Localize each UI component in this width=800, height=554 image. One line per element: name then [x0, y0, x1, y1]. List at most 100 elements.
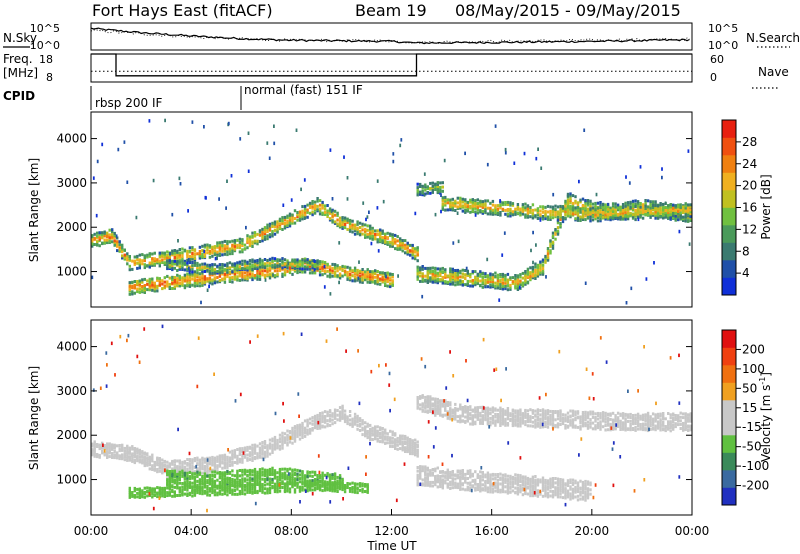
velocity-cell	[401, 446, 404, 450]
power-cell	[391, 239, 394, 242]
power-cell	[261, 232, 264, 236]
power-cell	[369, 270, 372, 274]
velocity-cell	[303, 481, 307, 485]
velocity-cell	[263, 450, 267, 454]
velocity-cell	[353, 412, 357, 416]
velocity-cell	[223, 487, 227, 491]
velocity-cell	[241, 449, 244, 453]
velocity-cell	[238, 474, 242, 478]
power-cell	[251, 231, 254, 235]
velocity-cell	[441, 486, 444, 490]
power-cell	[336, 211, 339, 215]
velocity-cell	[283, 467, 287, 471]
velocity-cell	[218, 486, 222, 490]
velocity-cell	[188, 469, 192, 473]
power-cell	[677, 207, 680, 211]
velocity-cell	[321, 417, 324, 421]
power-cell	[293, 269, 297, 273]
velocity-cell	[273, 475, 277, 479]
velocity-cell	[446, 477, 449, 481]
power-cell	[273, 265, 277, 269]
power-cell	[178, 282, 181, 285]
power-cell	[186, 258, 189, 262]
power-cell	[288, 212, 292, 216]
velocity-cell	[291, 475, 294, 478]
velocity-cell	[308, 470, 312, 474]
power-cell	[103, 230, 106, 234]
power-cell	[358, 269, 362, 273]
velocity-cell	[369, 435, 372, 439]
power-cell	[471, 206, 474, 210]
velocity-cell	[173, 492, 176, 496]
power-cell	[233, 274, 237, 278]
velocity-cell	[286, 487, 289, 491]
velocity-cell	[228, 484, 232, 487]
velocity-cell	[336, 483, 339, 487]
power-cell	[228, 249, 232, 253]
velocity-cell	[206, 493, 209, 497]
power-cell	[501, 201, 505, 205]
velocity-cell	[236, 461, 239, 465]
power-cell	[206, 248, 209, 252]
velocity-cell	[461, 471, 464, 475]
power-cell	[231, 262, 234, 266]
power-noise-cell	[423, 172, 426, 176]
power-cell	[564, 199, 567, 203]
power-cell	[311, 268, 314, 272]
velocity-cell	[226, 478, 229, 482]
power-cell	[384, 240, 387, 244]
velocity-cell	[404, 440, 407, 444]
power-cell	[451, 203, 454, 207]
velocity-cell	[231, 483, 234, 487]
power-cell	[168, 255, 171, 259]
power-cell	[273, 274, 277, 278]
velocity-cell	[481, 483, 484, 487]
power-noise-cell	[330, 209, 333, 214]
velocity-cell	[143, 455, 146, 459]
velocity-cell	[341, 413, 344, 417]
power-cell	[391, 279, 394, 283]
velocity-cell	[93, 444, 96, 447]
velocity-cell	[211, 489, 214, 493]
power-cell	[168, 265, 171, 269]
power-cell	[248, 244, 252, 248]
velocity-cell	[203, 477, 207, 481]
power-cell	[163, 263, 166, 266]
power-cell	[271, 221, 274, 225]
velocity-cell	[338, 415, 342, 419]
velocity-cell	[136, 491, 139, 495]
power-cell	[311, 205, 314, 209]
power-cell	[446, 201, 449, 205]
power-cell	[211, 251, 214, 255]
velocity-cell	[206, 460, 209, 464]
velocity-cell	[424, 482, 427, 486]
power-cell	[346, 227, 349, 231]
power-cell	[574, 206, 577, 210]
velocity-cell	[311, 481, 314, 485]
velocity-cell	[176, 494, 179, 497]
velocity-cell	[489, 478, 492, 482]
power-cell	[464, 208, 467, 212]
power-cell	[311, 210, 314, 214]
power-cell	[429, 266, 432, 270]
power-cell	[454, 278, 457, 282]
velocity-cell	[529, 488, 532, 492]
velocity-cell	[519, 476, 522, 480]
velocity-cell	[281, 446, 284, 450]
power-cell	[228, 272, 232, 276]
power-cell	[662, 216, 665, 220]
velocity-cell	[236, 484, 239, 488]
power-cell	[386, 284, 389, 288]
velocity-cell	[168, 481, 171, 485]
velocity-cell	[346, 422, 349, 426]
velocity-cell	[404, 434, 407, 438]
velocity-cell	[291, 441, 294, 445]
power-cell	[186, 280, 189, 284]
velocity-cell	[198, 480, 202, 484]
power-cell	[228, 247, 232, 251]
velocity-cell	[176, 469, 179, 473]
velocity-cell	[379, 435, 382, 439]
velocity-cell	[263, 491, 267, 495]
power-cell	[494, 204, 497, 208]
power-cell	[636, 207, 640, 211]
